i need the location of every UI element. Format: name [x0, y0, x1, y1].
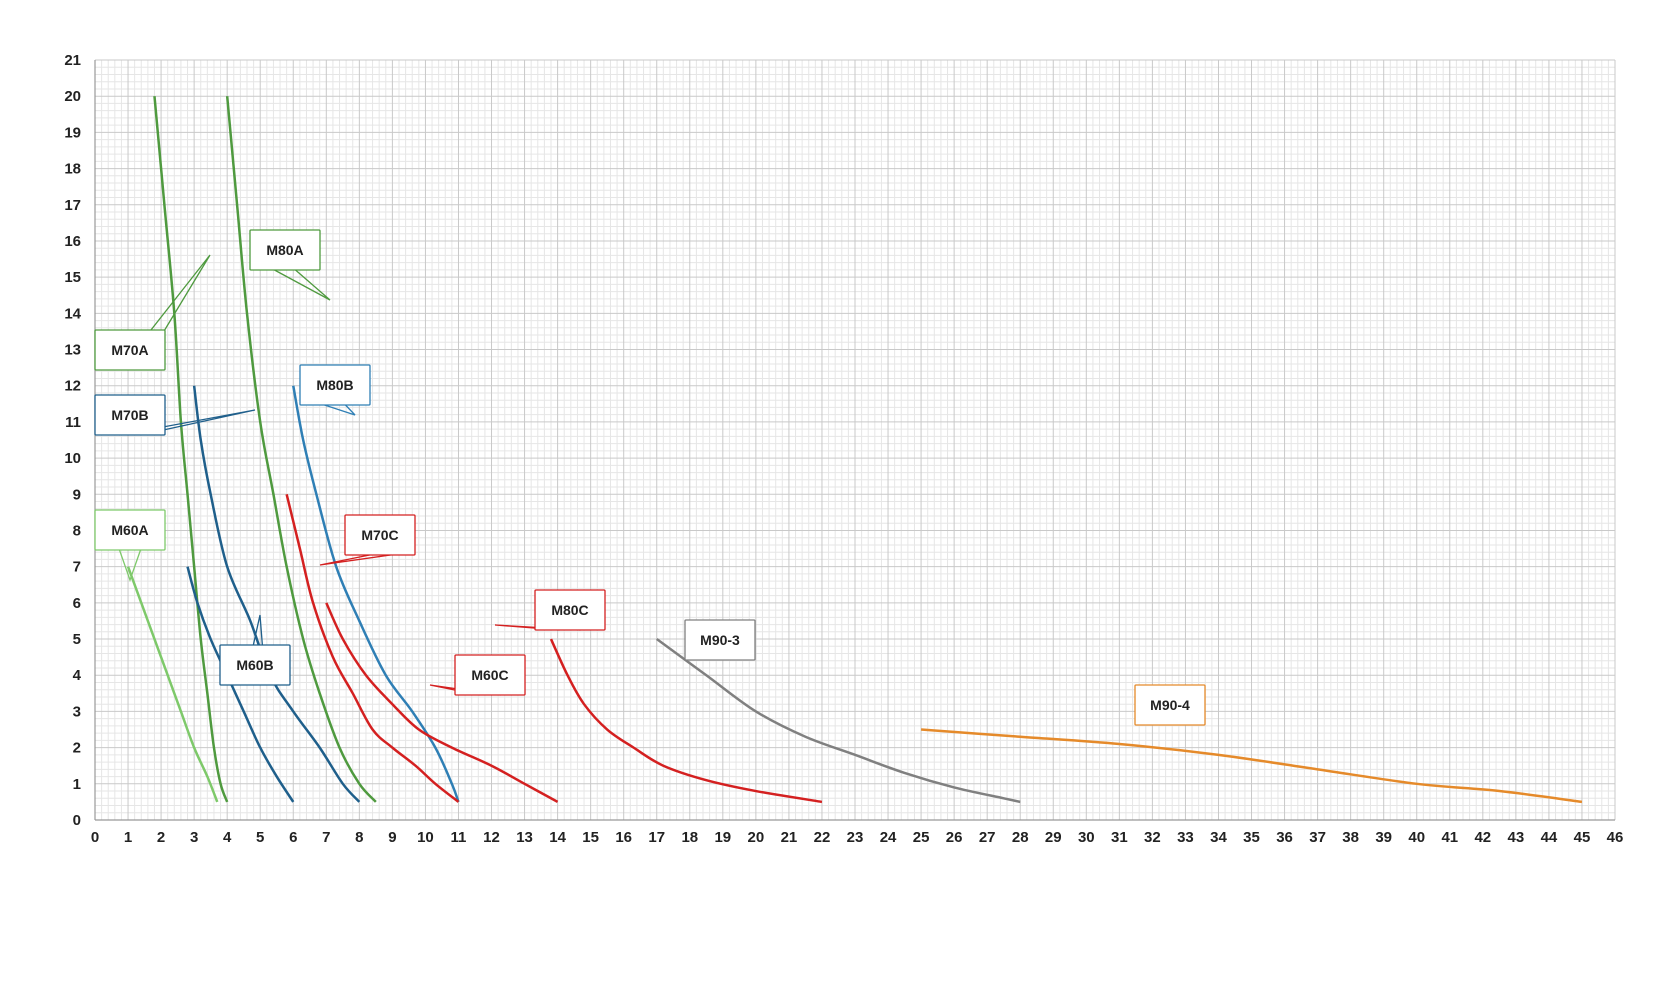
svg-text:5: 5 — [73, 631, 81, 648]
svg-text:18: 18 — [681, 829, 698, 846]
svg-text:M60C: M60C — [471, 667, 508, 683]
svg-text:15: 15 — [64, 269, 81, 286]
svg-text:M90-3: M90-3 — [700, 632, 740, 648]
svg-text:36: 36 — [1276, 829, 1293, 846]
svg-text:1: 1 — [73, 776, 81, 793]
svg-text:38: 38 — [1342, 829, 1359, 846]
svg-text:35: 35 — [1243, 829, 1260, 846]
svg-text:6: 6 — [73, 595, 81, 612]
svg-text:M80C: M80C — [551, 602, 588, 618]
svg-text:31: 31 — [1111, 829, 1128, 846]
svg-text:46: 46 — [1607, 829, 1624, 846]
svg-text:17: 17 — [648, 829, 665, 846]
svg-text:3: 3 — [190, 829, 198, 846]
svg-text:19: 19 — [64, 124, 81, 141]
svg-text:34: 34 — [1210, 829, 1227, 846]
svg-text:4: 4 — [223, 829, 232, 846]
svg-text:5: 5 — [256, 829, 264, 846]
svg-text:11: 11 — [65, 414, 81, 431]
svg-text:25: 25 — [913, 829, 930, 846]
svg-text:M70B: M70B — [111, 407, 148, 423]
svg-text:42: 42 — [1474, 829, 1491, 846]
svg-text:12: 12 — [64, 378, 81, 395]
svg-text:M70C: M70C — [361, 527, 398, 543]
svg-text:26: 26 — [946, 829, 963, 846]
svg-text:8: 8 — [355, 829, 363, 846]
svg-text:41: 41 — [1441, 829, 1458, 846]
svg-text:4: 4 — [73, 667, 82, 684]
svg-text:6: 6 — [289, 829, 297, 846]
svg-text:40: 40 — [1408, 829, 1425, 846]
svg-text:8: 8 — [73, 522, 81, 539]
svg-text:20: 20 — [748, 829, 765, 846]
svg-text:9: 9 — [388, 829, 396, 846]
svg-text:0: 0 — [73, 812, 81, 829]
svg-text:M80B: M80B — [316, 377, 353, 393]
svg-text:3: 3 — [73, 703, 81, 720]
svg-text:2: 2 — [73, 740, 81, 757]
svg-text:27: 27 — [979, 829, 996, 846]
svg-text:45: 45 — [1574, 829, 1591, 846]
svg-text:10: 10 — [417, 829, 434, 846]
svg-text:28: 28 — [1012, 829, 1029, 846]
svg-text:29: 29 — [1045, 829, 1062, 846]
svg-text:M60B: M60B — [236, 657, 273, 673]
svg-text:22: 22 — [814, 829, 831, 846]
svg-text:M60A: M60A — [111, 522, 148, 538]
svg-text:M70A: M70A — [111, 342, 148, 358]
svg-text:32: 32 — [1144, 829, 1161, 846]
svg-text:20: 20 — [64, 88, 81, 105]
chart-plot-svg: 01234567891011121314151617181920210 1 2 3 4 5… — [0, 0, 1660, 1000]
svg-text:18: 18 — [64, 161, 81, 178]
chart-container: FLOW-RATE DIAGRAM FOR AQUA SOLENOID PUMP… — [0, 0, 1660, 1000]
svg-text:16: 16 — [64, 233, 81, 250]
svg-text:21: 21 — [64, 52, 81, 69]
svg-text:11: 11 — [451, 829, 467, 846]
svg-text:10: 10 — [64, 450, 81, 467]
svg-text:15: 15 — [582, 829, 599, 846]
svg-text:M90-4: M90-4 — [1150, 697, 1190, 713]
svg-text:33: 33 — [1177, 829, 1194, 846]
svg-text:14: 14 — [549, 829, 566, 846]
svg-text:2: 2 — [157, 829, 165, 846]
svg-text:21: 21 — [781, 829, 798, 846]
svg-text:M80A: M80A — [266, 242, 303, 258]
svg-text:39: 39 — [1375, 829, 1392, 846]
svg-text:13: 13 — [64, 342, 81, 359]
svg-text:17: 17 — [64, 197, 81, 214]
svg-text:37: 37 — [1309, 829, 1326, 846]
svg-text:24: 24 — [880, 829, 897, 846]
svg-text:14: 14 — [64, 305, 81, 322]
svg-text:9: 9 — [73, 486, 81, 503]
svg-text:7: 7 — [322, 829, 330, 846]
svg-text:30: 30 — [1078, 829, 1095, 846]
svg-text:1: 1 — [124, 829, 132, 846]
svg-text:12: 12 — [483, 829, 500, 846]
svg-text:0: 0 — [91, 829, 99, 846]
svg-text:7: 7 — [73, 559, 81, 576]
svg-text:16: 16 — [615, 829, 632, 846]
svg-text:44: 44 — [1541, 829, 1558, 846]
svg-text:19: 19 — [714, 829, 731, 846]
svg-text:13: 13 — [516, 829, 533, 846]
svg-text:43: 43 — [1508, 829, 1525, 846]
svg-text:23: 23 — [847, 829, 864, 846]
